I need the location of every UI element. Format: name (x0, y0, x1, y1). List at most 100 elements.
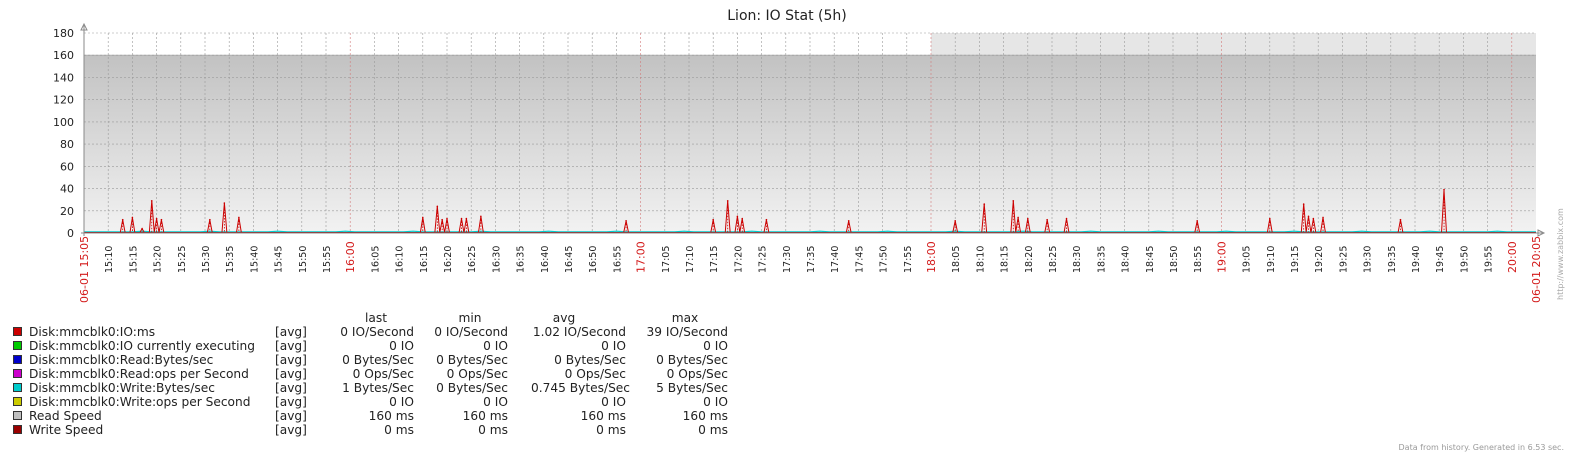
x-tick-label: 17:35 (806, 246, 817, 273)
legend-header-min: min (458, 311, 482, 325)
spike-point (121, 218, 124, 221)
legend-value-avg: 0.745 Bytes/Sec (531, 381, 631, 395)
legend-value-min: 0 IO/Second (434, 325, 508, 339)
legend-item-name: Disk:mmcblk0:IO:ms (29, 325, 156, 339)
legend-value-last: 0 IO (389, 339, 414, 353)
legend-value-avg: 0 IO (601, 339, 626, 353)
spike-point (155, 217, 158, 220)
x-tick-label: 17:20 (733, 246, 744, 273)
legend-value-max: 0 Ops/Sec (666, 367, 728, 381)
x-tick-label: 16:25 (467, 246, 478, 273)
x-tick-label: 15:35 (225, 246, 236, 273)
legend-item-func: [avg] (275, 339, 307, 353)
x-tick-label: 19:50 (1459, 246, 1470, 273)
spike-point (983, 203, 986, 205)
series-write-bytes-line (84, 230, 1536, 233)
x-tick-label: 16:30 (491, 246, 502, 273)
x-tick-label: 16:35 (516, 246, 527, 273)
x-tick-label: 17:05 (661, 246, 672, 273)
legend-row: Disk:mmcblk0:IO:ms [avg] 0 IO/Second 0 IO/S… (13, 325, 733, 339)
x-tick-label: 19:55 (1484, 246, 1495, 273)
legend-item-func: [avg] (275, 423, 307, 437)
spike-point (1443, 188, 1445, 191)
spike-point (1065, 217, 1068, 220)
legend-header-max: max (671, 311, 699, 325)
x-tick-label: 16:40 (540, 246, 551, 273)
legend-item-name: Disk:mmcblk0:Write:ops per Second (29, 395, 251, 409)
x-tick-label: 16:50 (588, 246, 599, 273)
x-tick-label: 16:10 (395, 246, 406, 273)
x-tick-label: 19:25 (1338, 246, 1349, 273)
x-tick-label: 17:45 (854, 246, 865, 273)
legend-swatch (13, 369, 22, 378)
x-tick-label: 19:35 (1387, 246, 1398, 273)
spike-point (209, 218, 211, 221)
legend-item-func: [avg] (275, 395, 307, 409)
legend-item-name: Disk:mmcblk0:IO currently executing (29, 339, 255, 353)
x-tick-label: 16:45 (564, 246, 575, 273)
spike-point (954, 219, 956, 222)
spike-point (141, 227, 143, 230)
y-tick-label: 0 (67, 227, 74, 240)
legend-value-avg: 0 ms (596, 423, 626, 437)
x-tick-label: 17:50 (879, 246, 890, 273)
x-tick-label: 19:15 (1290, 246, 1301, 273)
legend-swatch (13, 411, 22, 420)
legend-value-avg: 0 Bytes/Sec (554, 353, 626, 367)
legend-value-last: 0 IO/Second (340, 325, 414, 339)
spike-point (1269, 217, 1271, 220)
legend-swatch (13, 355, 22, 364)
y-tick-label: 80 (60, 138, 74, 151)
spike-point (712, 218, 714, 221)
x-tick-label: 17:30 (782, 246, 793, 273)
legend-value-max: 39 IO/Second (646, 325, 728, 339)
spike-point (436, 205, 439, 208)
spike-point (625, 219, 627, 222)
x-tick-label: 18:10 (975, 246, 986, 273)
legend-row: Disk:mmcblk0:Write:Bytes/sec [avg] 1 Bytes… (13, 381, 733, 395)
x-tick-label: 15:40 (249, 246, 260, 273)
x-tick-label: 19:40 (1411, 246, 1422, 273)
generated-footer: Data from history. Generated in 6.53 sec… (1398, 443, 1564, 452)
x-tick-label: 18:35 (1096, 246, 1107, 273)
legend-value-last: 0 IO (389, 395, 414, 409)
legend-value-max: 0 Bytes/Sec (656, 353, 728, 367)
spike-point (1027, 217, 1029, 220)
x-end-label: 06-01 20:05 (1530, 236, 1543, 303)
legend-item-name: Read Speed (29, 409, 102, 423)
spike-point (1017, 216, 1019, 219)
x-hour-label: 17:00 (635, 241, 648, 273)
legend-item-name: Disk:mmcblk0:Write:Bytes/sec (29, 381, 215, 395)
x-tick-label: 18:30 (1072, 246, 1083, 273)
zabbix-watermark: http://www.zabbix.com (1556, 208, 1565, 300)
spike-point (1302, 203, 1305, 205)
y-tick-label: 140 (53, 71, 74, 84)
legend-swatch (13, 341, 22, 350)
legend-value-min: 0 Ops/Sec (446, 367, 508, 381)
legend-value-min: 0 Bytes/Sec (436, 381, 508, 395)
legend-row: Read Speed [avg] 160 ms 160 ms 160 ms 160 ms (13, 409, 733, 423)
x-tick-label: 18:45 (1145, 246, 1156, 273)
legend-header: last min avg max (13, 311, 733, 325)
legend-value-max: 0 IO (703, 395, 728, 409)
x-tick-label: 17:15 (709, 246, 720, 273)
x-tick-label: 19:45 (1435, 246, 1446, 273)
x-tick-label: 15:10 (104, 246, 115, 273)
legend-item-func: [avg] (275, 381, 307, 395)
spike-point (1307, 215, 1310, 218)
x-tick-label: 18:55 (1193, 246, 1204, 273)
x-tick-label: 17:55 (903, 246, 914, 273)
spike-point (446, 217, 448, 220)
y-tick-label: 100 (53, 116, 74, 129)
legend-value-avg: 1.02 IO/Second (532, 325, 626, 339)
x-tick-label: 16:05 (370, 246, 381, 273)
x-tick-label: 16:55 (612, 246, 623, 273)
x-hour-label: 18:00 (925, 241, 938, 273)
x-hour-label: 20:00 (1506, 241, 1519, 273)
x-hour-label: 16:00 (344, 241, 357, 273)
y-tick-label: 60 (60, 160, 74, 173)
legend-value-min: 0 IO (483, 339, 508, 353)
x-tick-label: 17:25 (758, 246, 769, 273)
legend-item-func: [avg] (275, 367, 307, 381)
